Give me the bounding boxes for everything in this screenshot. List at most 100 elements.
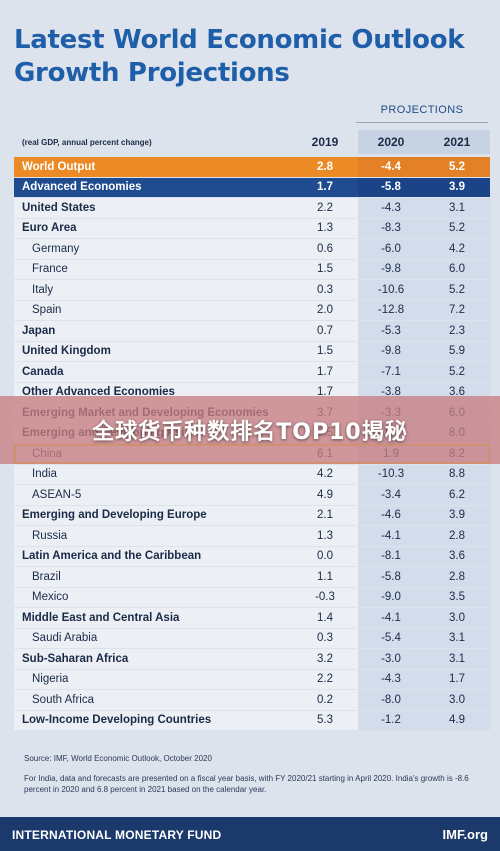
row-label: United States [22, 201, 96, 214]
row-label: ASEAN-5 [32, 488, 82, 501]
value-2021: 3.0 [424, 690, 490, 710]
table-row: France 1.5 -9.8 6.0 [14, 259, 490, 279]
value-2019: 0.0 [317, 550, 333, 563]
table-row: Canada 1.7 -7.1 5.2 [14, 362, 490, 382]
table-row: Advanced Economies 1.7 -5.8 3.9 [14, 177, 490, 197]
row-label: Middle East and Central Asia [22, 611, 180, 624]
value-2019: 2.8 [317, 160, 333, 173]
value-2019: 1.7 [317, 365, 333, 378]
page-title: Latest World Economic Outlook Growth Pro… [14, 24, 465, 90]
value-2020: -12.8 [358, 300, 424, 320]
value-2021: 3.9 [424, 505, 490, 525]
row-label: Italy [32, 283, 54, 296]
row-label: Russia [32, 529, 68, 542]
row-label: Mexico [32, 591, 69, 604]
table-row: Euro Area 1.3 -8.3 5.2 [14, 218, 490, 238]
value-2020: -5.4 [358, 628, 424, 648]
value-2019: 4.9 [317, 488, 333, 501]
row-label: Other Advanced Economies [22, 386, 175, 399]
value-2021: 7.2 [424, 300, 490, 320]
table-row: Emerging and Developing Europe 2.1 -4.6 3.9 [14, 505, 490, 525]
value-2020: -7.1 [358, 362, 424, 382]
value-2020: -3.0 [358, 649, 424, 669]
value-2019: 1.3 [317, 529, 333, 542]
year-2021-header: 2021 [424, 130, 490, 154]
value-2019: 2.1 [317, 509, 333, 522]
value-2020: -5.8 [358, 177, 424, 197]
value-2020: -4.3 [358, 198, 424, 218]
value-2021: 3.5 [424, 587, 490, 607]
footer-org: INTERNATIONAL MONETARY FUND [12, 828, 222, 842]
value-2019: 2.2 [317, 201, 333, 214]
value-2021: 5.2 [424, 157, 490, 177]
row-label: Euro Area [22, 222, 77, 235]
value-2020: -8.3 [358, 218, 424, 238]
table-row: Latin America and the Caribbean 0.0 -8.1 3.… [14, 546, 490, 566]
value-2020: -9.0 [358, 587, 424, 607]
row-label: Low-Income Developing Countries [22, 714, 212, 727]
year-2019-header: 2019 [311, 135, 339, 149]
value-2019: 1.5 [317, 345, 333, 358]
value-2019: 1.7 [317, 181, 333, 194]
value-2020: -3.4 [358, 485, 424, 505]
table-row: South Africa 0.2 -8.0 3.0 [14, 690, 490, 710]
value-2020: -5.3 [358, 321, 424, 341]
row-label: France [32, 263, 68, 276]
overlay-banner-text: 全球货币种数排名TOP10揭秘 [92, 420, 408, 445]
india-note: For India, data and forecasts are presen… [24, 774, 469, 794]
units-label: (real GDP, annual percent change) [22, 137, 152, 147]
row-label: Canada [22, 365, 64, 378]
value-2019: 4.2 [317, 468, 333, 481]
footer-site-link[interactable]: IMF.org [442, 827, 489, 842]
value-2021: 1.7 [424, 669, 490, 689]
value-2019: 3.2 [317, 652, 333, 665]
value-2020: -4.4 [358, 157, 424, 177]
table-row: Nigeria 2.2 -4.3 1.7 [14, 669, 490, 689]
table-row: Germany 0.6 -6.0 4.2 [14, 239, 490, 259]
value-2021: 5.2 [424, 362, 490, 382]
value-2019: 0.2 [317, 693, 333, 706]
table-row: ASEAN-5 4.9 -3.4 6.2 [14, 485, 490, 505]
row-label: Japan [22, 324, 56, 337]
table-row: Saudi Arabia 0.3 -5.4 3.1 [14, 628, 490, 648]
value-2019: 0.6 [317, 242, 333, 255]
value-2021: 4.9 [424, 710, 490, 730]
value-2019: 0.7 [317, 324, 333, 337]
value-2021: 5.9 [424, 341, 490, 361]
value-2020: -9.8 [358, 341, 424, 361]
value-2020: -8.1 [358, 546, 424, 566]
value-2021: 3.9 [424, 177, 490, 197]
table-row: India 4.2 -10.3 8.8 [14, 464, 490, 484]
value-2020: -5.8 [358, 567, 424, 587]
value-2019: 1.1 [317, 570, 333, 583]
notes: Source: IMF, World Economic Outlook, Oct… [24, 753, 484, 801]
value-2020: -4.1 [358, 526, 424, 546]
value-2021: 8.8 [424, 464, 490, 484]
table-row: Russia 1.3 -4.1 2.8 [14, 526, 490, 546]
table-header: (real GDP, annual percent change) 2019 2… [14, 130, 490, 154]
table-row: World Output 2.8 -4.4 5.2 [14, 157, 490, 177]
table-row: Low-Income Developing Countries 5.3 -1.2 4.… [14, 710, 490, 730]
table-row: Spain 2.0 -12.8 7.2 [14, 300, 490, 320]
value-2020: -10.3 [358, 464, 424, 484]
row-label: Nigeria [32, 673, 69, 686]
row-label: Brazil [32, 570, 61, 583]
row-label: Spain [32, 304, 62, 317]
value-2019: 0.3 [317, 283, 333, 296]
row-label: Emerging and Developing Europe [22, 509, 207, 522]
value-2020: -4.6 [358, 505, 424, 525]
row-label: Germany [32, 242, 80, 255]
value-2021: 3.0 [424, 608, 490, 628]
table-row: Middle East and Central Asia 1.4 -4.1 3.0 [14, 608, 490, 628]
value-2020: -1.2 [358, 710, 424, 730]
overlay-banner: 全球货币种数排名TOP10揭秘 [0, 396, 500, 464]
table-row: Japan 0.7 -5.3 2.3 [14, 321, 490, 341]
value-2020: -8.0 [358, 690, 424, 710]
table-row: United States 2.2 -4.3 3.1 [14, 198, 490, 218]
value-2019: 1.4 [317, 611, 333, 624]
projections-rule [356, 122, 488, 123]
value-2021: 2.8 [424, 526, 490, 546]
value-2019: 1.3 [317, 222, 333, 235]
title-line-1: Latest World Economic Outlook [14, 25, 465, 55]
row-label: India [32, 468, 57, 481]
